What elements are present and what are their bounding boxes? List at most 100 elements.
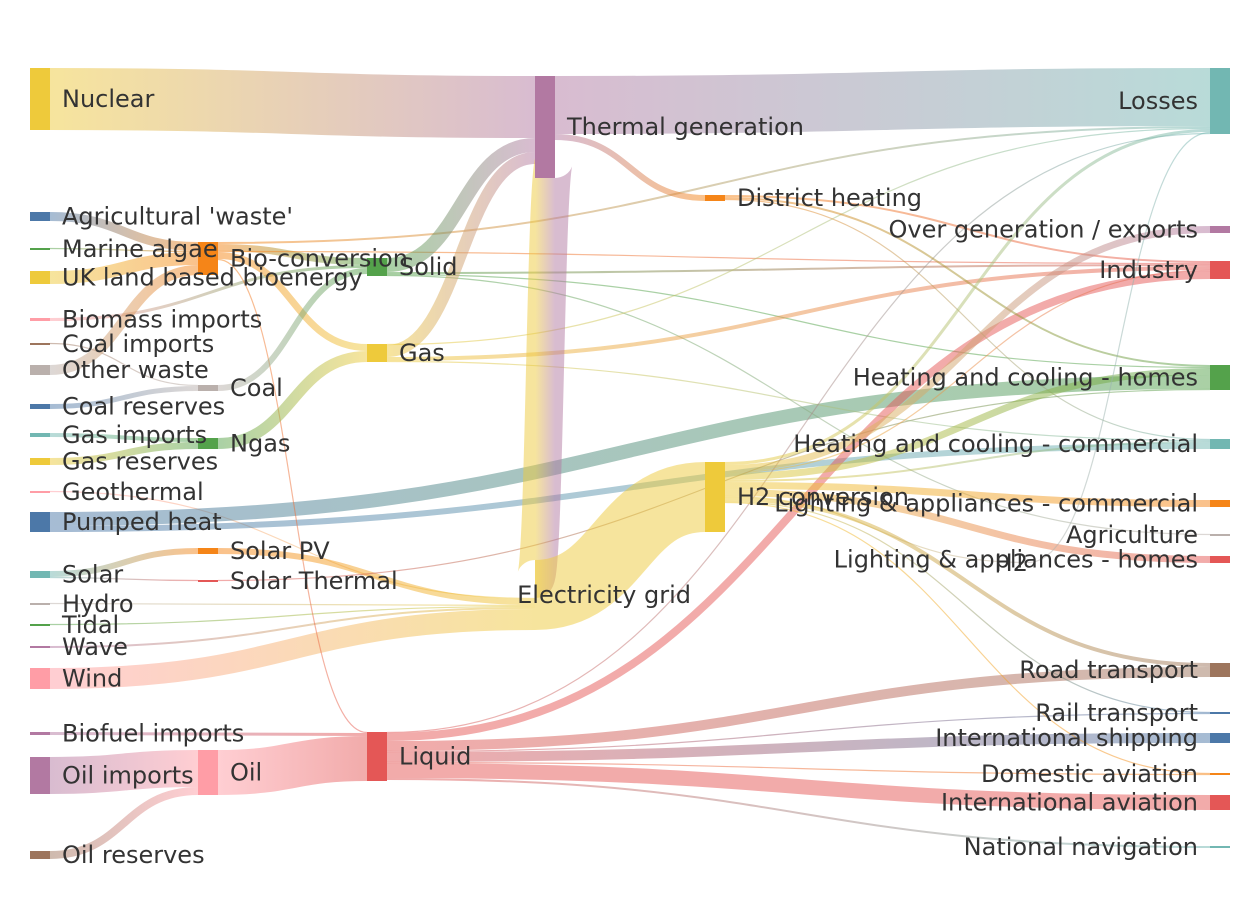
flow-link-district_heating-to-industry[interactable] — [724, 195, 1211, 263]
node-pumped_heat[interactable] — [30, 512, 50, 532]
flow-link-biomass_imports-to-solid[interactable] — [49, 265, 368, 321]
flow-link-liquid-to-rail[interactable] — [386, 712, 1211, 753]
flow-link-tidal-to-elec_grid[interactable] — [49, 605, 536, 626]
node-intl_shipping[interactable] — [1210, 733, 1230, 743]
flow-link-h2-to-losses[interactable] — [1027, 131, 1211, 564]
node-la_homes[interactable] — [1210, 556, 1230, 563]
flow-link-liquid-to-road[interactable] — [386, 667, 1211, 751]
flow-link-other_waste-to-bio_conversion[interactable] — [49, 265, 199, 375]
flow-link-wave-to-elec_grid[interactable] — [49, 607, 536, 648]
flow-link-elec_grid-to-h2_conversion[interactable] — [532, 462, 708, 630]
node-dom_aviation[interactable] — [1210, 773, 1230, 775]
flow-link-liquid-to-intl_aviation[interactable] — [386, 763, 1211, 810]
flow-link-district_heating-to-hc_homes[interactable] — [724, 197, 1211, 367]
node-other_waste[interactable] — [30, 365, 50, 375]
flow-link-h2_conversion-to-losses[interactable] — [724, 129, 1211, 465]
flow-link-thermal_gen-to-district_heating[interactable] — [554, 134, 706, 201]
flow-link-pumped_heat-to-hc_homes[interactable] — [49, 375, 1211, 526]
node-agriculture[interactable] — [1210, 534, 1230, 536]
flow-link-oil_imports-to-oil[interactable] — [49, 750, 199, 794]
node-oil_reserves[interactable] — [30, 851, 50, 859]
flow-link-h2_conversion-to-industry[interactable] — [724, 269, 1211, 474]
flow-link-nuclear-to-thermal_gen[interactable] — [49, 68, 536, 138]
flow-link-solid-to-thermal_gen[interactable] — [386, 138, 536, 272]
node-biofuel_imports[interactable] — [30, 732, 50, 735]
flow-link-h2_conversion-to-rail[interactable] — [724, 500, 1211, 714]
node-uk_bio[interactable] — [30, 271, 50, 284]
flow-link-coal_reserves-to-coal[interactable] — [49, 386, 199, 409]
node-rail[interactable] — [1210, 712, 1230, 714]
node-industry[interactable] — [1210, 261, 1230, 279]
flow-link-solar-to-solar_pv[interactable] — [49, 548, 199, 577]
flow-link-liquid-to-dom_aviation[interactable] — [386, 761, 1211, 776]
flow-link-gas_reserves-to-ngas[interactable] — [49, 442, 199, 465]
flow-link-bio_conversion-to-liquid[interactable] — [217, 258, 368, 734]
node-wave[interactable] — [30, 646, 50, 648]
flow-link-solar-to-solar_thermal[interactable] — [49, 576, 199, 582]
flow-link-gas_imports-to-ngas[interactable] — [49, 433, 199, 442]
node-solar[interactable] — [30, 571, 50, 578]
flow-link-bio_conversion-to-gas[interactable] — [217, 252, 368, 351]
node-gas[interactable] — [367, 344, 387, 362]
node-district_heating[interactable] — [705, 195, 725, 201]
flow-link-coal_imports-to-coal[interactable] — [49, 342, 199, 387]
node-la_commercial[interactable] — [1210, 500, 1230, 507]
flow-link-thermal_gen-to-elec_grid[interactable] — [516, 140, 574, 598]
node-gas_reserves[interactable] — [30, 458, 50, 465]
node-hc_commercial[interactable] — [1210, 439, 1230, 449]
node-geothermal[interactable] — [30, 491, 50, 493]
flow-link-gas-to-industry[interactable] — [386, 266, 1211, 361]
node-biomass_imports[interactable] — [30, 318, 50, 321]
flow-link-h2_conversion-to-la_commercial[interactable] — [724, 482, 1211, 507]
node-losses[interactable] — [1210, 68, 1230, 134]
node-hc_homes[interactable] — [1210, 365, 1230, 390]
flow-link-h2_conversion-to-la_homes[interactable] — [724, 489, 1211, 563]
flow-link-uk_bio-to-bio_conversion[interactable] — [49, 252, 199, 284]
flow-link-liquid-to-intl_shipping[interactable] — [386, 733, 1211, 762]
flow-link-solar_pv-to-elec_grid[interactable] — [217, 548, 536, 605]
node-marine_algae[interactable] — [30, 248, 50, 250]
node-h2_conversion[interactable] — [705, 462, 725, 532]
flow-link-h2_conversion-to-road[interactable] — [724, 497, 1211, 667]
node-ngas[interactable] — [198, 438, 218, 449]
node-coal_imports[interactable] — [30, 343, 50, 345]
flow-link-bio_conversion-to-industry[interactable] — [217, 250, 1211, 265]
node-national_nav[interactable] — [1210, 846, 1230, 848]
node-hydro[interactable] — [30, 603, 50, 605]
node-solid[interactable] — [367, 258, 387, 276]
flow-link-district_heating-to-hc_commercial[interactable] — [724, 198, 1211, 441]
node-solar_thermal[interactable] — [198, 580, 218, 582]
node-oil[interactable] — [198, 750, 218, 795]
node-coal_reserves[interactable] — [30, 404, 50, 409]
node-oil_imports[interactable] — [30, 757, 50, 794]
node-thermal_gen[interactable] — [535, 76, 555, 178]
node-agri_waste[interactable] — [30, 212, 50, 221]
node-wind[interactable] — [30, 668, 50, 689]
node-gas_imports[interactable] — [30, 433, 50, 437]
flow-link-h2_conversion-to-hc_homes[interactable] — [724, 368, 1211, 480]
node-road[interactable] — [1210, 663, 1230, 677]
node-bio_conversion[interactable] — [198, 242, 218, 275]
flow-link-marine_algae-to-bio_conversion[interactable] — [49, 247, 199, 253]
flow-link-oil-to-liquid[interactable] — [217, 736, 368, 795]
flow-link-thermal_gen-to-losses[interactable] — [554, 68, 1211, 134]
node-liquid[interactable] — [367, 732, 387, 781]
flow-link-h2_conversion-to-over_gen[interactable] — [724, 226, 1211, 472]
flow-link-biofuel_imports-to-liquid[interactable] — [49, 732, 368, 736]
flow-link-oil_reserves-to-oil[interactable] — [49, 787, 199, 859]
flow-link-bio_conversion-to-losses[interactable] — [217, 126, 1211, 244]
flow-link-gas-to-thermal_gen[interactable] — [386, 152, 536, 357]
flow-link-bio_conversion-to-solid[interactable] — [217, 244, 368, 265]
node-over_gen[interactable] — [1210, 226, 1230, 233]
node-solar_pv[interactable] — [198, 548, 218, 554]
flow-link-h2_conversion-to-hc_commercial[interactable] — [724, 441, 1211, 482]
flow-link-liquid-to-losses[interactable] — [386, 132, 1211, 734]
flow-link-ngas-to-gas[interactable] — [217, 351, 368, 449]
node-nuclear[interactable] — [30, 68, 50, 130]
flow-link-coal-to-solid[interactable] — [217, 268, 368, 391]
flow-link-h2_conversion-to-dom_aviation[interactable] — [724, 501, 1211, 775]
flow-link-liquid-to-national_nav[interactable] — [386, 778, 1211, 848]
flow-link-agri_waste-to-bio_conversion[interactable] — [49, 212, 199, 251]
node-intl_aviation[interactable] — [1210, 795, 1230, 810]
flow-link-hydro-to-elec_grid[interactable] — [49, 602, 536, 607]
